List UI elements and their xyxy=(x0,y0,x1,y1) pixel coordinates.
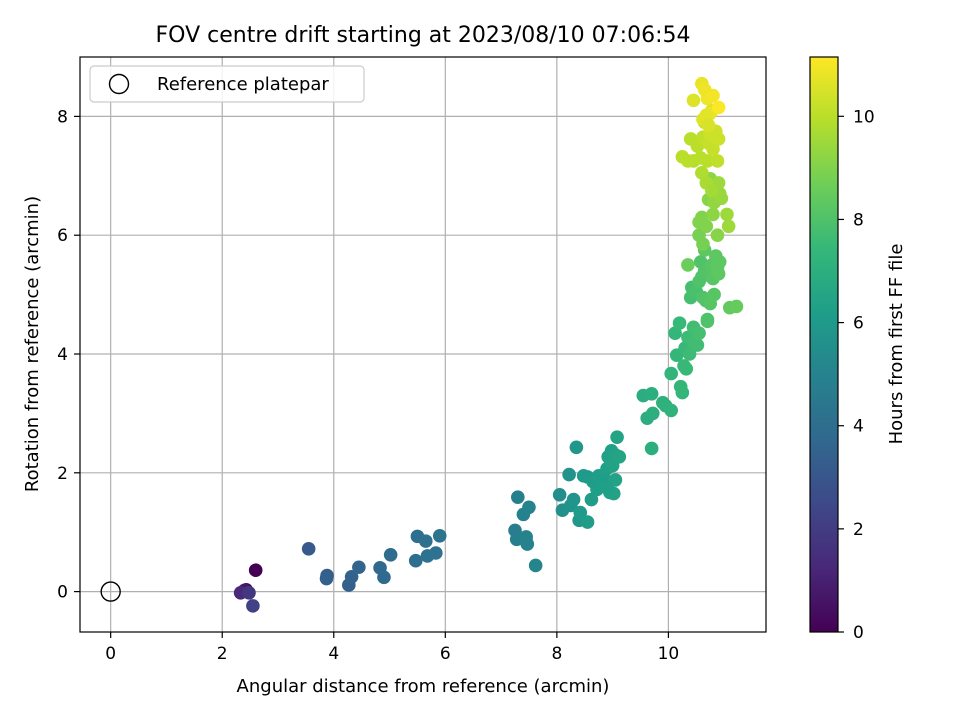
data-point xyxy=(242,585,256,600)
legend: Reference platepar xyxy=(89,65,365,103)
data-point xyxy=(418,534,433,548)
colorbar-tick-label: 8 xyxy=(853,210,864,230)
x-tick-label: 6 xyxy=(440,644,451,664)
data-point xyxy=(682,347,697,361)
x-tick-label: 8 xyxy=(551,644,562,664)
colorbar-frame xyxy=(809,56,839,633)
data-point xyxy=(566,492,581,507)
data-point xyxy=(528,558,543,573)
data-point xyxy=(710,154,725,168)
y-tick-label: 4 xyxy=(57,345,68,365)
data-point xyxy=(344,569,359,584)
data-point xyxy=(519,530,533,544)
data-point xyxy=(714,191,729,206)
data-point xyxy=(352,560,366,575)
y-tick-label: 2 xyxy=(57,464,68,484)
data-point xyxy=(720,207,734,222)
data-point xyxy=(729,299,744,314)
data-point xyxy=(644,387,659,401)
y-tick-label: 0 xyxy=(57,583,68,603)
y-axis-label: Rotation from reference (arcmin) xyxy=(22,196,43,492)
colorbar-tick-label: 2 xyxy=(853,520,864,540)
data-point xyxy=(584,492,599,507)
y-tick-label: 6 xyxy=(57,226,68,246)
data-point xyxy=(701,118,716,133)
data-point xyxy=(580,515,595,529)
data-point xyxy=(692,326,706,341)
data-point xyxy=(692,215,706,229)
data-point xyxy=(429,546,443,560)
data-point xyxy=(408,553,423,568)
data-point xyxy=(383,547,398,562)
data-point xyxy=(681,154,695,168)
colorbar-ticks: 0 2 4 6 8 10 xyxy=(838,107,875,643)
y-tick-label: 8 xyxy=(57,107,68,127)
legend-box xyxy=(89,65,365,103)
data-point xyxy=(711,132,726,146)
data-point xyxy=(301,542,316,556)
data-point xyxy=(672,316,687,330)
data-point xyxy=(705,183,719,198)
grid-lines xyxy=(80,57,766,632)
data-point xyxy=(569,440,584,455)
data-point xyxy=(573,505,588,520)
data-point xyxy=(562,467,576,482)
data-point xyxy=(610,430,624,444)
x-tick-label: 10 xyxy=(658,644,680,664)
data-point xyxy=(711,267,726,281)
data-point xyxy=(664,366,678,381)
colorbar-tick-label: 10 xyxy=(853,107,875,127)
data-point xyxy=(552,487,567,502)
data-point xyxy=(644,441,659,456)
data-point xyxy=(690,338,705,352)
y-axis-ticks: 0 2 4 6 8 xyxy=(57,107,80,603)
data-point xyxy=(686,93,701,108)
data-point xyxy=(511,490,525,504)
data-point xyxy=(664,403,678,418)
colorbar: 0 2 4 6 8 10 Hours from first FF file xyxy=(809,56,907,643)
data-point xyxy=(706,142,720,156)
chart-title: FOV centre drift starting at 2023/08/10 … xyxy=(156,23,691,48)
data-points xyxy=(233,76,744,613)
data-point xyxy=(675,385,690,400)
data-point xyxy=(612,449,627,464)
data-point xyxy=(712,255,727,269)
legend-label: Reference platepar xyxy=(157,74,329,95)
x-axis-ticks: 0 2 4 6 8 10 xyxy=(105,632,679,664)
x-tick-label: 2 xyxy=(217,644,228,664)
x-axis-label: Angular distance from reference (arcmin) xyxy=(237,676,610,697)
colorbar-tick-label: 4 xyxy=(853,417,864,437)
x-tick-label: 4 xyxy=(328,644,339,664)
data-point xyxy=(696,237,710,251)
data-point xyxy=(432,528,447,543)
data-point xyxy=(706,88,720,103)
data-point xyxy=(681,258,695,272)
data-point xyxy=(319,571,334,586)
data-point xyxy=(707,287,721,302)
data-point xyxy=(679,362,694,376)
colorbar-tick-label: 0 xyxy=(853,623,864,643)
reference-point xyxy=(100,581,121,602)
reference-marker xyxy=(100,581,121,602)
data-point xyxy=(711,100,726,115)
colorbar-label: Hours from first FF file xyxy=(886,244,907,445)
colorbar-tick-label: 6 xyxy=(853,314,864,334)
data-point xyxy=(710,228,725,243)
data-point xyxy=(706,207,720,222)
legend-marker-icon xyxy=(108,73,130,95)
data-point xyxy=(692,274,706,289)
data-point xyxy=(700,154,715,168)
data-point xyxy=(700,314,715,329)
data-point xyxy=(721,219,736,234)
data-point xyxy=(522,500,536,515)
data-point xyxy=(246,599,260,613)
colorbar-gradient xyxy=(810,57,838,632)
plot-frame xyxy=(79,56,767,633)
data-point xyxy=(248,563,263,578)
data-point xyxy=(377,570,391,585)
data-point xyxy=(645,406,660,421)
x-tick-label: 0 xyxy=(105,644,116,664)
data-point xyxy=(600,480,614,495)
